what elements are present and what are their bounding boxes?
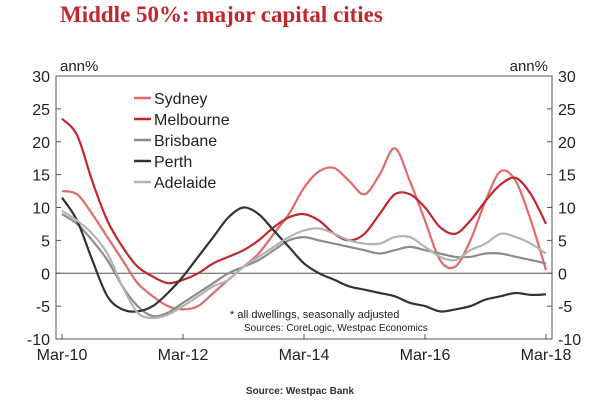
series-line-sydney: [61, 147, 548, 311]
x-tick-label: Mar-16: [400, 347, 451, 364]
y-tick-label-right: -10: [558, 332, 581, 349]
x-tick-label: Mar-12: [158, 347, 209, 364]
y-tick-label-right: 20: [558, 135, 576, 152]
y-tick-label-left: -10: [27, 332, 50, 349]
y-tick-label-left: 30: [32, 69, 50, 86]
y-tick-label-left: 25: [32, 102, 50, 119]
annotation-sources: Sources: CoreLogic, Westpac Economics: [244, 323, 428, 334]
y-tick-label-left: -5: [36, 299, 50, 316]
series-line-melbourne: [61, 117, 547, 285]
y-tick-label-right: 15: [558, 168, 576, 185]
source-footer: Source: Westpac Bank: [245, 386, 355, 397]
annotation-note: * all dwellings, seasonally adjusted: [230, 309, 399, 321]
chart-title: Middle 50%: major capital cities: [60, 2, 383, 27]
y-axis-label-left: ann%: [60, 58, 98, 75]
y-tick-label-right: 5: [558, 233, 567, 250]
x-tick-label: Mar-18: [521, 347, 572, 364]
series-line-adelaide: [61, 209, 547, 320]
y-tick-label-right: 30: [558, 69, 576, 86]
legend-label-perth: Perth: [154, 154, 192, 171]
y-tick-label-right: 10: [558, 201, 576, 218]
y-tick-label-right: -5: [558, 299, 572, 316]
x-tick-label: Mar-10: [37, 347, 88, 364]
legend-label-sydney: Sydney: [154, 91, 207, 108]
y-axis-label-right: ann%: [510, 58, 548, 75]
y-tick-label-left: 15: [32, 168, 50, 185]
legend-label-melbourne: Melbourne: [154, 112, 230, 129]
y-tick-label-left: 20: [32, 135, 50, 152]
x-tick-label: Mar-14: [279, 347, 330, 364]
series-line-perth: [61, 196, 547, 313]
y-tick-label-right: 0: [558, 266, 567, 283]
y-tick-label-right: 25: [558, 102, 576, 119]
y-tick-label-left: 10: [32, 201, 50, 218]
legend-label-adelaide: Adelaide: [154, 175, 216, 192]
y-tick-label-left: 5: [41, 233, 50, 250]
legend-label-brisbane: Brisbane: [154, 133, 217, 150]
y-tick-label-left: 0: [41, 266, 50, 283]
